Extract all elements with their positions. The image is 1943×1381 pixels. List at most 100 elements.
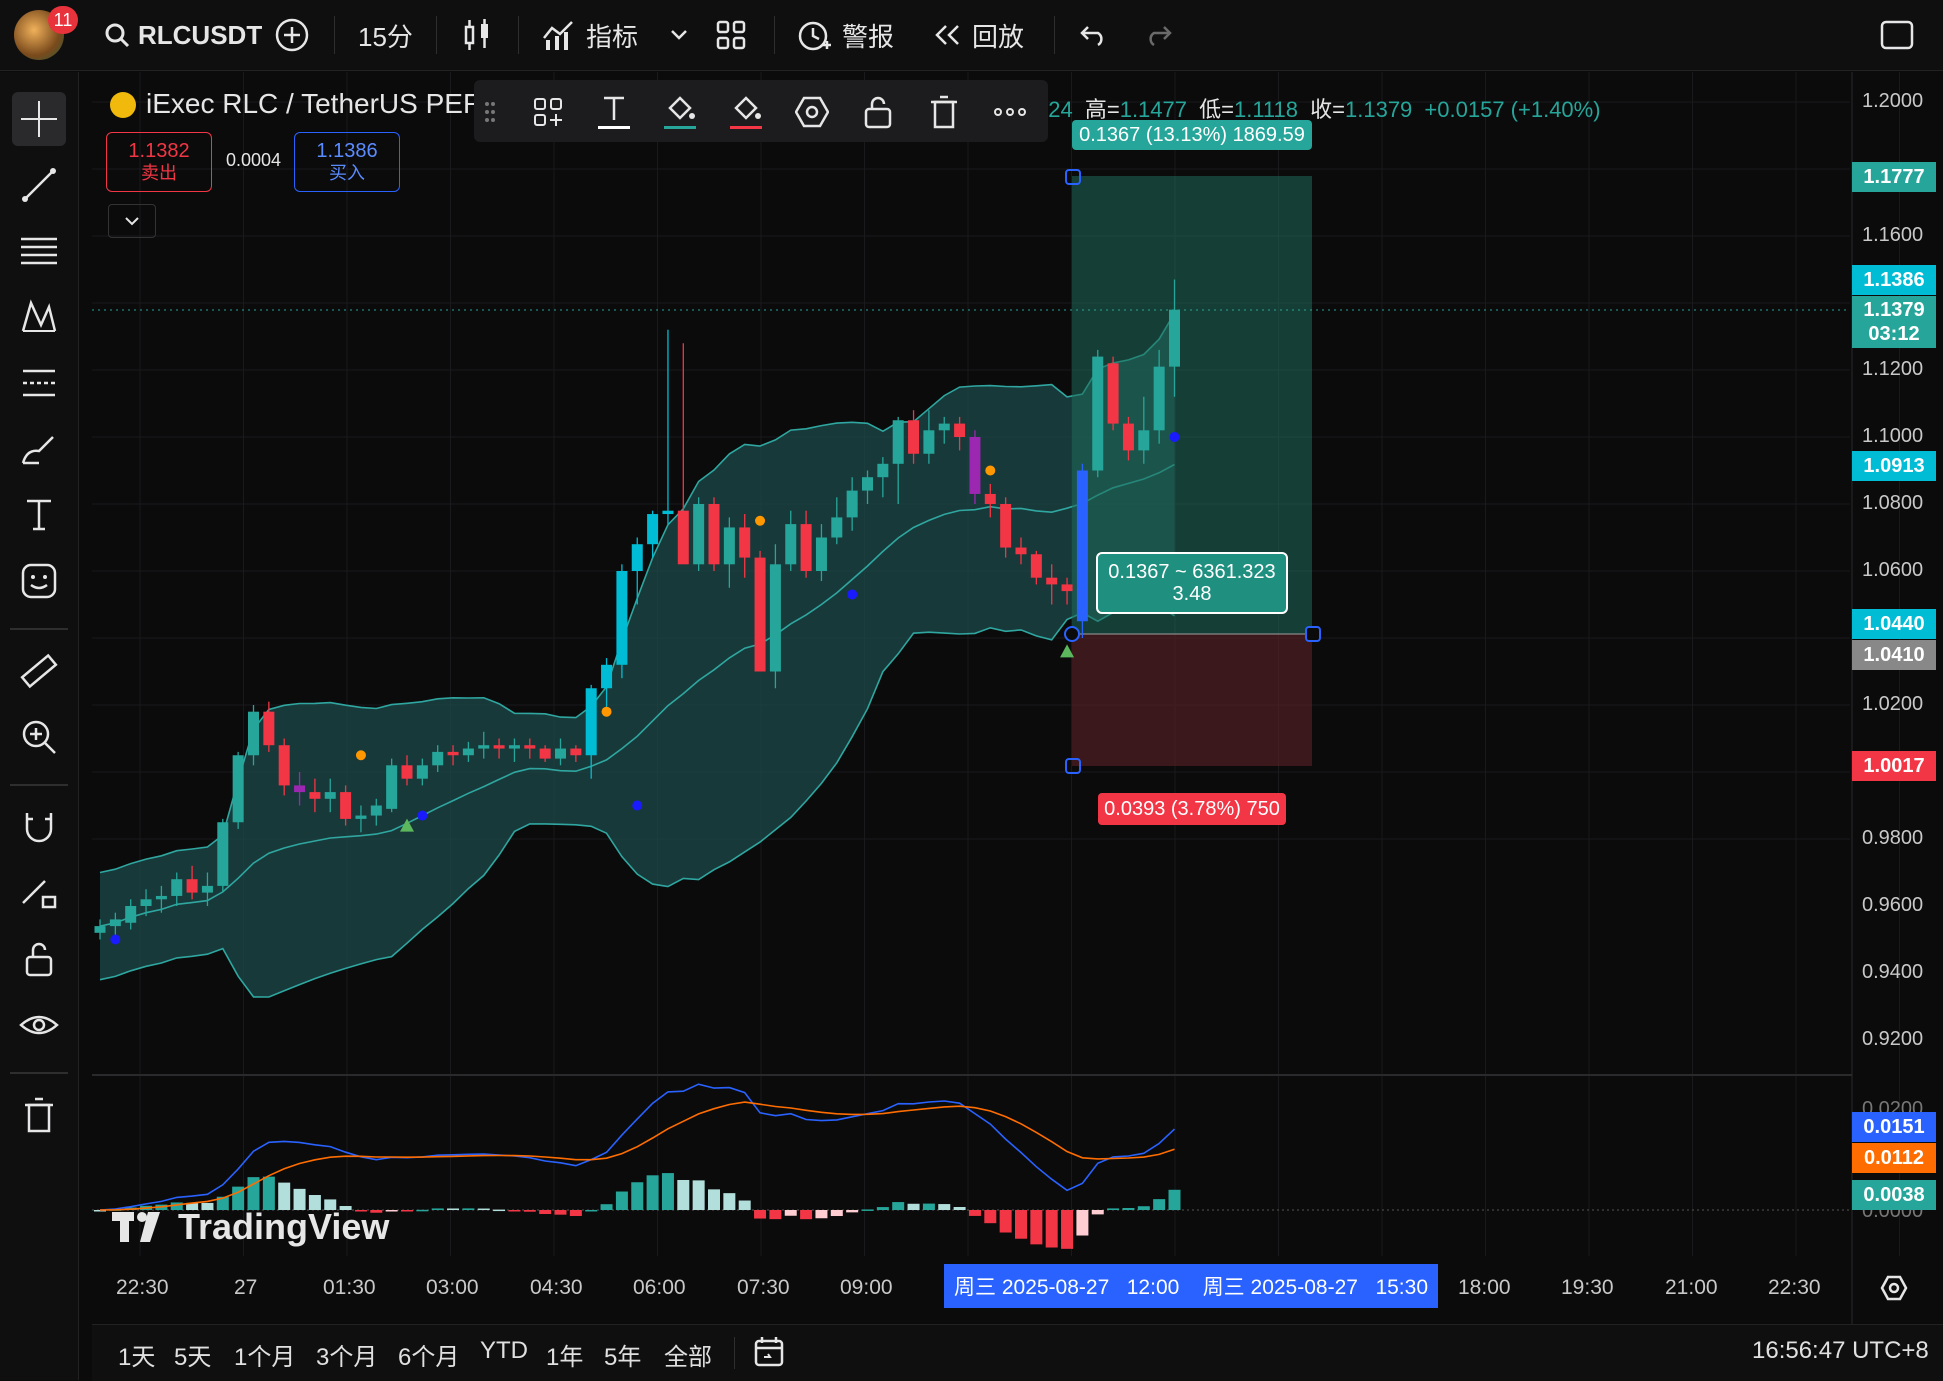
- goto-date-button[interactable]: [752, 1335, 786, 1374]
- more-button[interactable]: [988, 90, 1032, 134]
- remove-drawings-tool[interactable]: [12, 1088, 66, 1142]
- low-value: 1.1118: [1233, 97, 1299, 122]
- signal-dot: [355, 750, 366, 761]
- text-color-button[interactable]: [592, 90, 636, 134]
- range-1m[interactable]: 1个月: [234, 1344, 296, 1371]
- text-tool[interactable]: [12, 488, 66, 542]
- last-price-label: 1.1379 03:12: [1852, 296, 1936, 348]
- trash-icon: [931, 95, 957, 129]
- clock-timezone[interactable]: 16:56:47 UTC+8: [1752, 1337, 1929, 1364]
- lock-drawing-tool[interactable]: [12, 866, 66, 920]
- price-tick: 1.1600: [1862, 224, 1924, 246]
- range-6m[interactable]: 6个月: [398, 1344, 460, 1371]
- template-button[interactable]: [526, 90, 570, 134]
- sell-button[interactable]: 1.1382 卖出: [106, 132, 212, 192]
- range-3m[interactable]: 3个月: [316, 1344, 378, 1371]
- replay-button[interactable]: 回放: [932, 10, 1024, 60]
- settings-button[interactable]: [790, 90, 834, 134]
- range-5y[interactable]: 5年: [604, 1344, 642, 1371]
- macd-histogram-bar: [953, 1207, 966, 1210]
- range-ytd[interactable]: YTD: [480, 1337, 528, 1364]
- price-tick: 1.0200: [1862, 693, 1924, 715]
- indicators-button[interactable]: 指标: [542, 10, 638, 60]
- alerts-button[interactable]: 警报: [796, 10, 894, 60]
- trend-line-tool[interactable]: [12, 158, 66, 212]
- macd-value-label: 0.0151: [1852, 1112, 1936, 1142]
- interval-button[interactable]: 15分: [358, 21, 413, 52]
- zoom-tool[interactable]: [12, 710, 66, 764]
- price-tick: 1.0600: [1862, 559, 1924, 581]
- drag-dots-icon: [485, 102, 495, 122]
- collapse-trade-button[interactable]: [108, 204, 156, 238]
- position-handle: [1064, 626, 1080, 642]
- candle-body: [94, 926, 106, 933]
- price-tick: 1.1000: [1862, 425, 1924, 447]
- grid-icon: [716, 20, 746, 50]
- signal-dot: [985, 465, 996, 476]
- undo-icon: [1080, 26, 1103, 46]
- symbol-title[interactable]: iExec RLC / TetherUS PERP: [146, 88, 502, 119]
- bar-countdown: 03:12: [1868, 323, 1920, 345]
- measure-tool[interactable]: [12, 644, 66, 698]
- pattern-tool[interactable]: [12, 290, 66, 344]
- smiley-icon: [21, 563, 57, 599]
- indicators-dropdown[interactable]: [670, 10, 688, 60]
- macd-histogram-bar: [723, 1193, 736, 1210]
- price-tick: 1.0800: [1862, 492, 1924, 514]
- drag-handle[interactable]: [480, 90, 500, 134]
- candle-body: [1122, 423, 1134, 451]
- candle-body: [140, 899, 152, 906]
- hide-drawings-tool[interactable]: [12, 998, 66, 1052]
- sell-label: 卖出: [141, 163, 177, 183]
- compare-add-button[interactable]: [274, 10, 310, 60]
- fill-color-down-button[interactable]: [724, 90, 768, 134]
- trend-line-icon: [22, 168, 56, 202]
- candle-body: [954, 423, 966, 437]
- fill-color-up-button[interactable]: [658, 90, 702, 134]
- macd-histogram-bar: [999, 1210, 1012, 1233]
- brush-tool[interactable]: [12, 422, 66, 476]
- text-icon: [27, 499, 51, 531]
- delete-button[interactable]: [922, 90, 966, 134]
- time-tick: 07:30: [737, 1276, 790, 1299]
- macd-histogram-bar: [815, 1210, 828, 1219]
- top-toolbar: 11 RLCUSDT 15分 指标 警报 回放: [0, 0, 1943, 71]
- candle-body: [1015, 547, 1027, 555]
- candle-body: [217, 822, 229, 886]
- paint-bucket-icon: [664, 96, 696, 129]
- candle-body: [171, 879, 183, 896]
- prediction-tool[interactable]: [12, 356, 66, 410]
- range-1d[interactable]: 1天: [118, 1344, 156, 1371]
- macd-histogram-bar: [416, 1209, 429, 1212]
- fullscreen-button[interactable]: [1880, 10, 1914, 60]
- range-5d[interactable]: 5天: [174, 1344, 212, 1371]
- candle-body: [723, 527, 735, 565]
- crosshair-tool[interactable]: [12, 92, 66, 146]
- symbol-search-button[interactable]: RLCUSDT: [104, 10, 262, 60]
- chart-type-button[interactable]: [462, 10, 492, 60]
- redo-button[interactable]: [1144, 10, 1172, 60]
- fib-tool[interactable]: [12, 224, 66, 278]
- entry-price-label: 1.0440: [1852, 609, 1936, 639]
- lock-all-tool[interactable]: [12, 932, 66, 986]
- candle-body: [401, 765, 413, 779]
- price-tick: 0.9600: [1862, 894, 1924, 916]
- range-all[interactable]: 全部: [664, 1344, 712, 1371]
- undo-button[interactable]: [1080, 10, 1108, 60]
- sticker-tool[interactable]: [12, 554, 66, 608]
- position-handle: [1305, 626, 1321, 642]
- buy-button[interactable]: 1.1386 买入: [294, 132, 400, 192]
- position-center-label[interactable]: 0.1367 ~ 6361.323 3.48: [1096, 552, 1288, 614]
- buy-price: 1.1386: [316, 140, 378, 162]
- range-1y[interactable]: 1年: [546, 1344, 584, 1371]
- magnet-tool[interactable]: [12, 800, 66, 854]
- axis-settings-button[interactable]: [1880, 1274, 1908, 1307]
- add-template-icon: [534, 98, 562, 126]
- candle-body: [601, 664, 613, 689]
- hexagon-settings-icon: [795, 96, 829, 128]
- lock-button[interactable]: [856, 90, 900, 134]
- layouts-button[interactable]: [716, 10, 746, 60]
- macd-histogram-bar: [1107, 1208, 1120, 1210]
- bottom-toolbar: 1天 5天 1个月 3个月 6个月 YTD 1年 5年 全部 16:56:47 …: [92, 1324, 1943, 1381]
